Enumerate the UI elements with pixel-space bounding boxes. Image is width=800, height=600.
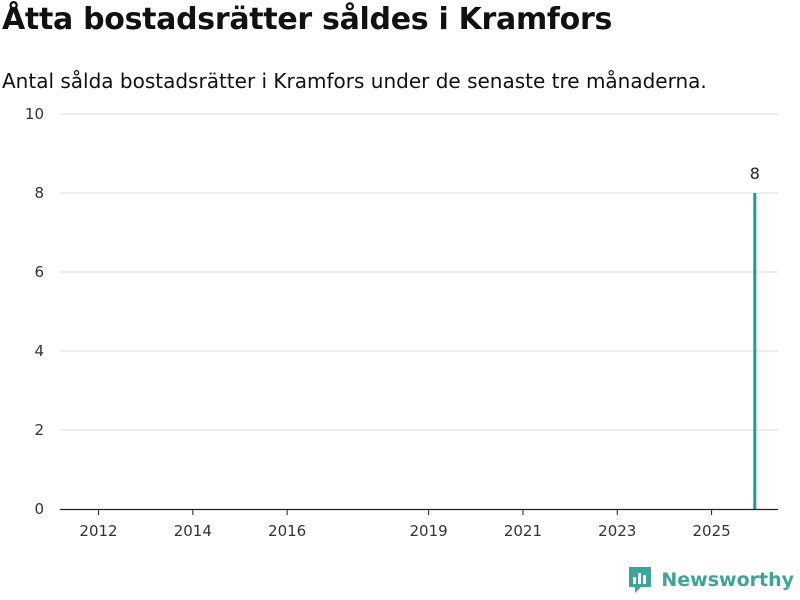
y-tick-label: 2 xyxy=(34,421,44,439)
bar-highlight xyxy=(753,193,757,509)
y-tick-label: 0 xyxy=(34,500,44,518)
x-tick-label: 2012 xyxy=(79,522,117,540)
newsworthy-brand[interactable]: Newsworthy xyxy=(627,565,794,595)
gridlines xyxy=(60,113,778,431)
data-label: 8 xyxy=(750,164,760,183)
x-tick-label: 2019 xyxy=(410,522,448,540)
y-tick-label: 8 xyxy=(34,184,44,202)
y-axis-ticks: 0 2 4 6 8 10 xyxy=(25,105,44,518)
chart-subtitle: Antal sålda bostadsrätter i Kramfors und… xyxy=(2,69,707,93)
y-tick-label: 4 xyxy=(34,342,44,360)
x-tick-label: 2021 xyxy=(504,522,542,540)
y-tick-label: 6 xyxy=(34,263,44,281)
bars xyxy=(753,193,757,509)
brand-name: Newsworthy xyxy=(661,569,794,591)
x-tick-label: 2025 xyxy=(692,522,730,540)
x-tick-label: 2023 xyxy=(598,522,636,540)
newsworthy-logo-icon xyxy=(629,567,652,593)
x-tick-label: 2016 xyxy=(268,522,306,540)
x-axis: 2012 2014 2016 2019 2021 2023 2025 xyxy=(60,508,778,540)
chart-title: Åtta bostadsrätter såldes i Kramfors xyxy=(2,2,613,37)
y-tick-label: 10 xyxy=(25,105,44,123)
data-labels: 8 xyxy=(750,164,760,183)
x-tick-label: 2014 xyxy=(174,522,212,540)
